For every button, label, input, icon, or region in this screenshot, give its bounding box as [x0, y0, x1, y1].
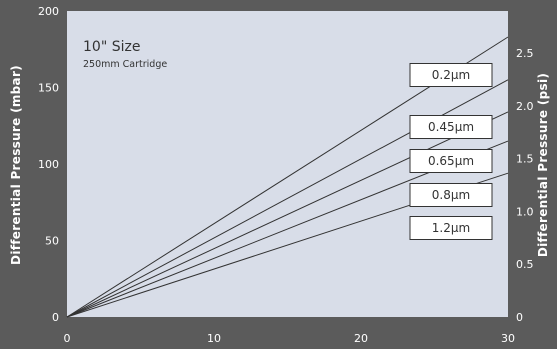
- left-axis-title: Differential Pressure (mbar): [9, 65, 23, 265]
- left-tick-label: 200: [38, 5, 59, 18]
- series-label-box: [409, 115, 493, 139]
- left-axis-ticks: 0 50 100 150 200: [38, 5, 59, 324]
- series-label: 0.65μm: [428, 154, 474, 168]
- x-tick-label: 0: [64, 332, 71, 345]
- left-tick-label: 100: [38, 158, 59, 171]
- series-label-box: [409, 183, 493, 207]
- series-label: 0.45μm: [428, 120, 474, 134]
- right-tick-label: 0: [516, 311, 523, 324]
- chart-subtitle: 250mm Cartridge: [83, 59, 167, 70]
- series-labels: 0.2μm 0.45μm 0.65μm 0.8μm 1.2μm: [409, 63, 493, 240]
- right-tick-label: 2.0: [516, 100, 534, 113]
- chart-title: 10" Size: [83, 39, 140, 55]
- left-tick-label: 0: [52, 311, 59, 324]
- x-tick-label: 10: [207, 332, 221, 345]
- left-tick-label: 50: [45, 235, 59, 248]
- x-axis-ticks: 0 10 20 30: [64, 332, 516, 345]
- right-tick-label: 1.0: [516, 205, 534, 218]
- series-label: 0.8μm: [432, 188, 470, 202]
- right-tick-label: 2.5: [516, 47, 534, 60]
- x-tick-label: 20: [354, 332, 368, 345]
- right-axis-ticks: 0 0.5 1.0 1.5 2.0 2.5: [516, 47, 534, 324]
- right-axis-title: Differential Pressure (psi): [536, 73, 550, 257]
- series-label: 0.2μm: [432, 68, 470, 82]
- series-label-box: [409, 149, 493, 173]
- left-tick-label: 150: [38, 82, 59, 95]
- x-tick-label: 30: [501, 332, 515, 345]
- series-label-box: [409, 63, 493, 87]
- series-label: 1.2μm: [432, 221, 470, 235]
- series-line: [66, 111, 509, 318]
- right-tick-label: 0.5: [516, 258, 534, 271]
- right-tick-label: 1.5: [516, 153, 534, 166]
- series-label-box: [409, 216, 493, 240]
